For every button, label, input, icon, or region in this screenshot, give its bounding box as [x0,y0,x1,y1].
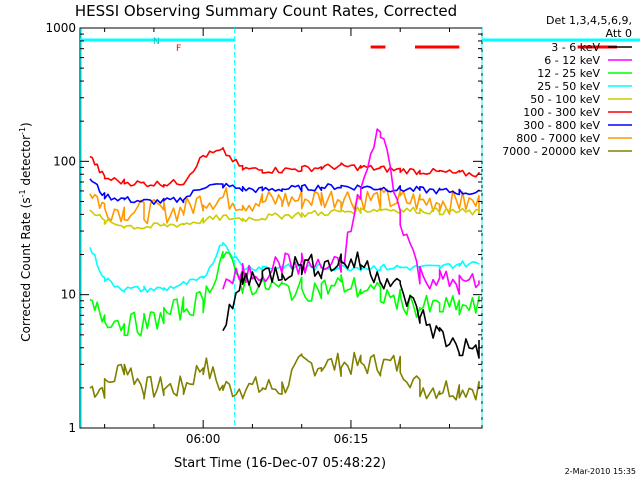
legend-label: 6 - 12 keV [544,54,600,67]
y-tick-label: 1000 [45,21,76,35]
series-line-25-50-keV [89,242,480,293]
legend-label: 50 - 100 keV [530,93,600,106]
legend-label: 7000 - 20000 keV [502,145,600,158]
x-axis-label: Start Time (16-Dec-07 05:48:22) [174,456,386,471]
series-line-3-6-keV [222,251,480,359]
y-axis-label-mid: detector [19,135,33,190]
y-axis-label-sup2: -1 [18,127,27,135]
y-axis-label-end: ) [19,122,33,127]
series-lines [89,128,480,401]
series-line-100-300-keV [89,146,480,188]
chart-title: HESSI Observing Summary Count Rates, Cor… [75,2,457,20]
legend-label: 12 - 25 keV [537,67,600,80]
plot-area: 06:00 06:15 1 10 100 1000 [45,21,640,446]
legend-label: 300 - 800 keV [523,119,600,132]
legend-label: 3 - 6 keV [551,41,600,54]
series-line-7000-20000-keV [89,351,480,401]
series-line-12-25-keV [89,250,480,337]
legend-header-line1: Det 1,3,4,5,6,9, [546,14,632,27]
y-tick-label: 1 [68,421,76,435]
y-ticks: 1 10 100 1000 [45,21,482,435]
x-tick-label: 06:15 [334,432,369,446]
night-label: N [153,37,160,47]
legend-label: 100 - 300 keV [523,106,600,119]
y-axis-label-sup1: -1 [18,189,27,197]
legend-header-line2: Att 0 [606,27,632,40]
legend-label: 800 - 7000 keV [516,132,600,145]
y-tick-label: 100 [53,154,76,168]
x-tick-label: 06:00 [186,432,221,446]
y-axis-label-main: Corrected Count Rate (s [19,197,33,341]
legend-label: 25 - 50 keV [537,80,600,93]
y-axis-label: Corrected Count Rate (s-1 detector-1) [18,122,33,341]
y-tick-label: 10 [61,288,76,302]
night-intervals [80,28,640,428]
series-line-800-7000-keV [89,187,480,225]
series-line-300-800-keV [89,178,480,205]
series-line-6-12-keV [222,128,480,295]
flare-label: F [176,44,181,54]
series-line-50-100-keV [89,206,480,230]
date-stamp: 2-Mar-2010 15:35 [565,467,636,476]
x-ticks: 06:00 06:15 [104,28,450,446]
